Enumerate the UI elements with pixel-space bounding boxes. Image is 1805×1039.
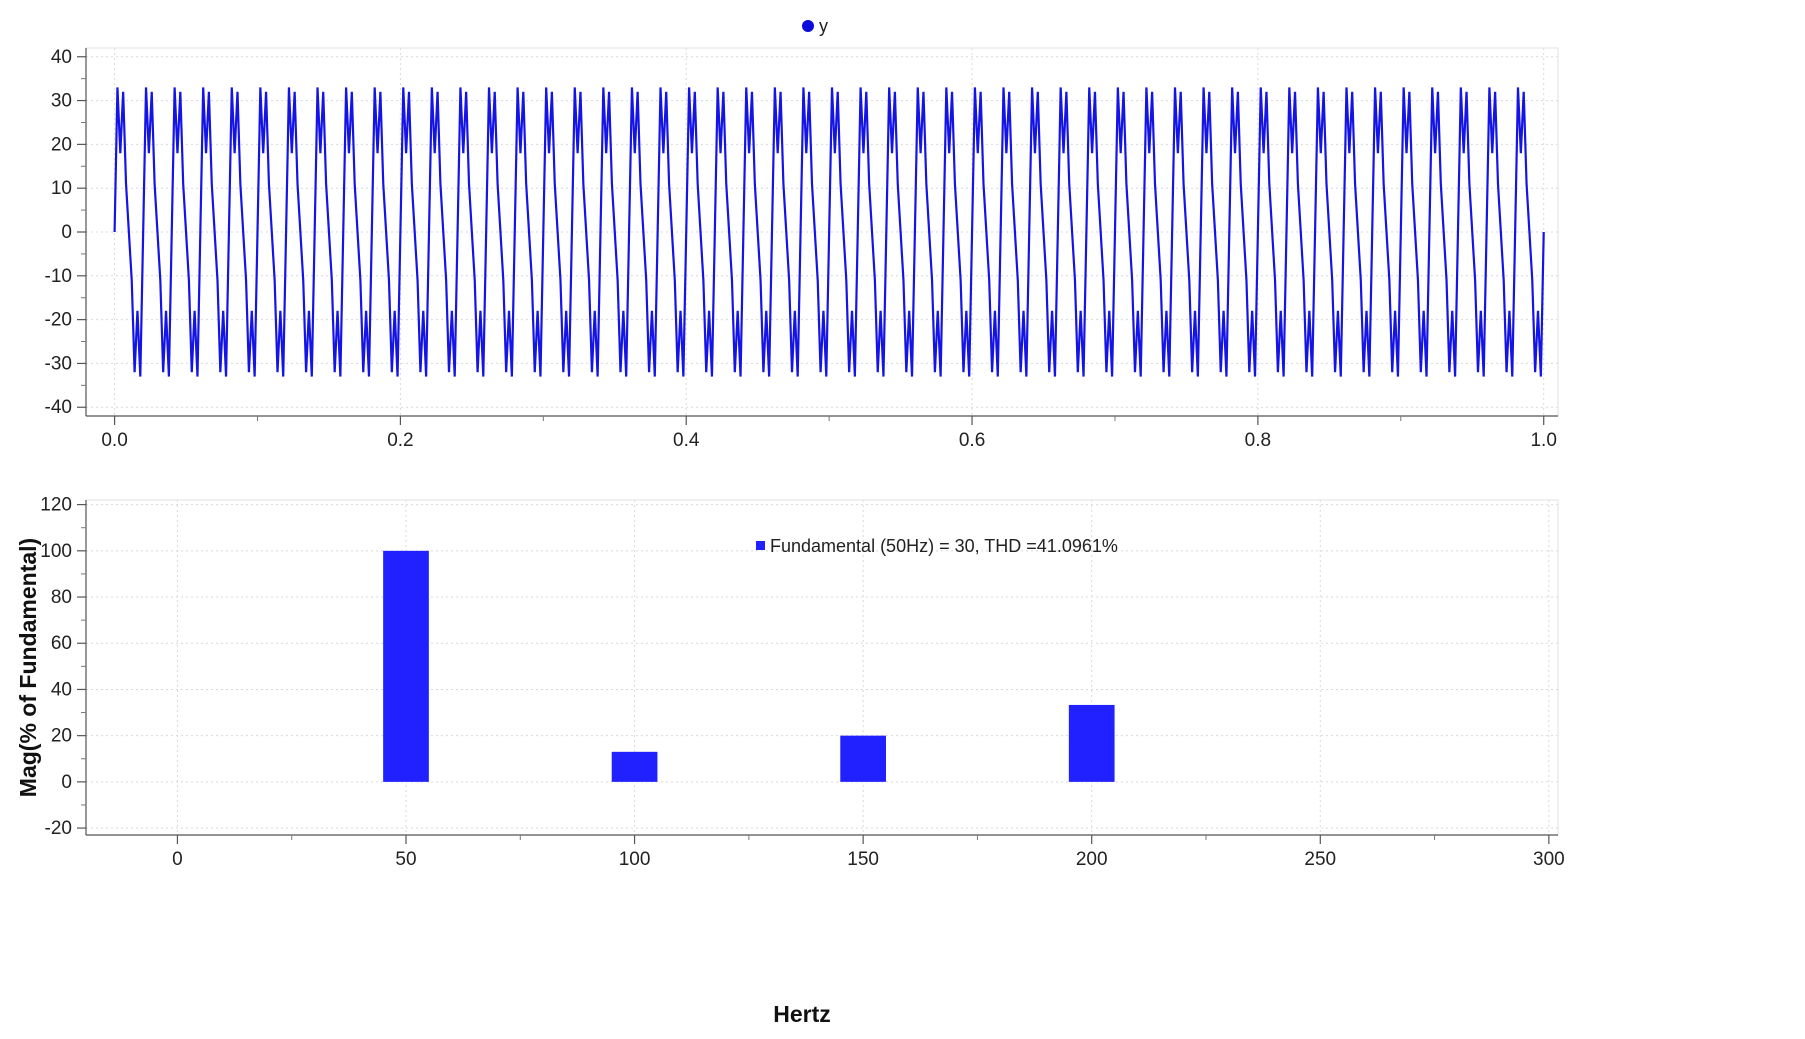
y-tick-label: 80 <box>51 587 72 608</box>
legend-marker-y <box>802 20 814 32</box>
y-tick-label: -20 <box>45 310 72 331</box>
y-tick-label: 20 <box>51 134 72 155</box>
plot-panel-1: 40 30 20 10 0 -10 -20 -30 -40 0.0 0.2 0.4 0.6 0.8 1.0 y <box>45 16 1559 451</box>
x-tick-label: 1.0 <box>1530 430 1556 451</box>
y-tick-label: 100 <box>40 541 72 562</box>
y-tick-label: 40 <box>51 47 72 68</box>
legend-label-y: y <box>819 16 828 36</box>
y-tick-label: -40 <box>45 397 72 418</box>
x-tick-label: 100 <box>619 849 651 870</box>
y-tick-label: -20 <box>45 818 72 839</box>
y-tick-label: 20 <box>51 726 72 747</box>
x-tick-label: 0.4 <box>673 430 700 451</box>
x-tick-label: 0.2 <box>387 430 413 451</box>
x-tick-label: 300 <box>1533 849 1565 870</box>
y-tick-label: 10 <box>51 178 72 199</box>
legend-bottom: Fundamental (50Hz) = 30, THD =41.0961% <box>756 536 1118 556</box>
y-tick-label: 0 <box>61 772 72 793</box>
bar-100hz <box>611 751 658 782</box>
bar-150hz <box>840 735 886 782</box>
y-tick-label: 120 <box>40 495 72 516</box>
bar-200hz <box>1068 704 1115 782</box>
bar-50hz <box>383 550 429 782</box>
y-tick-label: -10 <box>45 266 72 287</box>
x-tick-label: 200 <box>1076 849 1108 870</box>
x-tick-label: 0 <box>172 849 183 870</box>
y-tick-label: 40 <box>51 679 72 700</box>
x-axis-title: Hertz <box>773 1001 831 1027</box>
x-tick-label: 150 <box>847 849 879 870</box>
x-tick-label: 0.0 <box>101 430 127 451</box>
y-tick-label: -30 <box>45 353 72 374</box>
x-tick-label: 50 <box>395 849 416 870</box>
y-tick-label: 60 <box>51 633 72 654</box>
y-tick-label: 0 <box>61 222 72 243</box>
series-line-y <box>113 87 1545 377</box>
x-tick-label: 0.8 <box>1245 430 1271 451</box>
legend-label-fundamental: Fundamental (50Hz) = 30, THD =41.0961% <box>770 536 1118 556</box>
y-axis-title: Mag(% of Fundamental) <box>15 538 41 797</box>
x-tick-label: 250 <box>1304 849 1336 870</box>
legend-top: y <box>802 16 828 36</box>
x-tick-label: 0.6 <box>959 430 985 451</box>
y-tick-label: 30 <box>51 91 72 112</box>
legend-marker-fundamental <box>756 541 765 550</box>
